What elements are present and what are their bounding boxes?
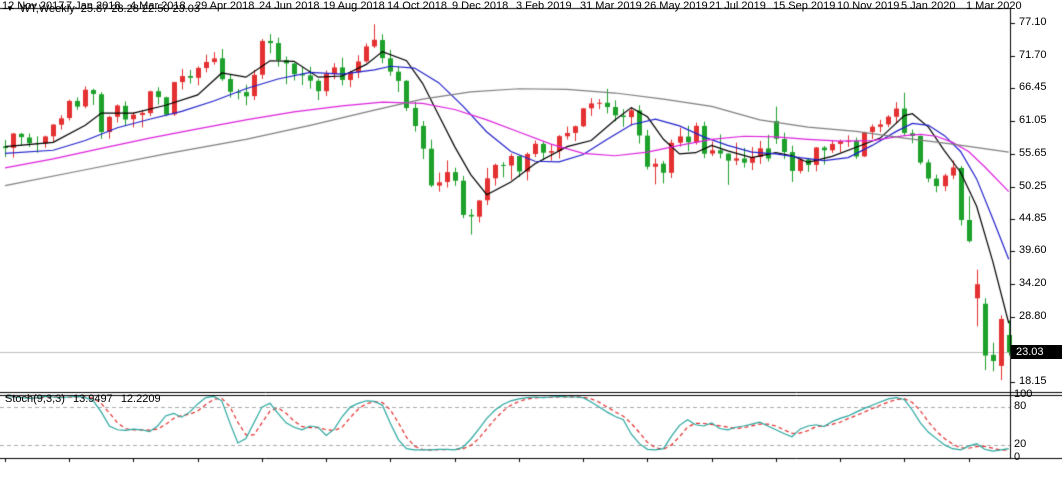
price-axis-label: 44.85: [1019, 212, 1047, 224]
time-axis-label: 10 Nov 2019: [837, 0, 900, 12]
stoch-level-label: 0: [1014, 451, 1021, 463]
time-axis-label: 29 Apr 2018: [195, 0, 255, 12]
price-axis-label: 28.80: [1019, 310, 1047, 322]
time-axis-label: 3 Feb 2019: [516, 0, 572, 12]
indicator-label: Stoch(9,3,3) 13.9497 12.2209: [5, 393, 166, 405]
time-axis-label: 12 Nov 2017: [2, 0, 65, 12]
price-axis-label: 34.20: [1019, 277, 1047, 289]
price-axis-label: 39.60: [1019, 244, 1047, 256]
symbol-dropdown-icon[interactable]: ▼: [6, 4, 14, 13]
time-axis-label: 19 Aug 2018: [323, 0, 385, 12]
stoch-level-label: 80: [1014, 400, 1027, 412]
price-axis-label: 66.45: [1019, 81, 1047, 93]
stoch-level-label: 100: [1014, 388, 1033, 400]
stoch-level-label: 20: [1014, 438, 1027, 450]
time-axis-label: 31 Mar 2019: [580, 0, 642, 12]
price-axis-label: 50.25: [1019, 180, 1047, 192]
time-axis-label: 24 Jun 2018: [259, 0, 320, 12]
price-axis-label: 71.70: [1019, 49, 1047, 61]
indicator-k-value: 13.9497: [72, 393, 113, 405]
time-axis-label: 1 Mar 2020: [966, 0, 1022, 12]
time-axis-label: 7 Jan 2018: [66, 0, 121, 12]
indicator-d-value: 12.2209: [120, 393, 161, 405]
chart-title: ▼ WT,Weekly 25.87 28.28 22.50 23.03: [6, 3, 200, 15]
time-axis-label: 4 Mar 2018: [130, 0, 186, 12]
time-axis-label: 15 Sep 2019: [773, 0, 836, 12]
price-axis-label: 77.10: [1019, 16, 1047, 28]
ohlc-values: 25.87 28.28 22.50 23.03: [80, 3, 201, 15]
price-axis-label: 55.65: [1019, 147, 1047, 159]
time-axis-label: 9 Dec 2018: [452, 0, 509, 12]
price-axis-label: 18.15: [1019, 375, 1047, 387]
time-axis-label: 14 Oct 2018: [387, 0, 447, 12]
time-axis-label: 5 Jan 2020: [901, 0, 956, 12]
symbol-timeframe-label: WT,Weekly: [19, 3, 75, 15]
time-axis-label: 21 Jul 2019: [709, 0, 766, 12]
price-axis-label: 61.05: [1019, 114, 1047, 126]
indicator-name: Stoch(9,3,3): [5, 393, 65, 405]
current-price-tag: 23.03: [1011, 345, 1062, 359]
time-axis-label: 26 May 2019: [644, 0, 708, 12]
